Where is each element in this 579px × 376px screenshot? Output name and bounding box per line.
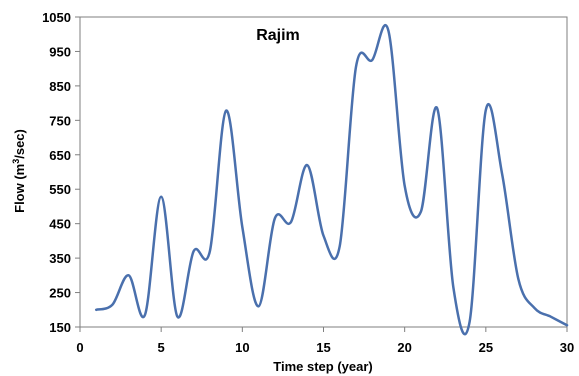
data-point: [160, 196, 162, 198]
data-point: [468, 321, 470, 323]
data-point: [144, 314, 146, 316]
x-tick-label: 0: [76, 340, 83, 355]
x-axis-ticks: 0 5 10 15 20 25 30: [76, 327, 574, 355]
data-point: [533, 307, 535, 309]
series-layer: [94, 24, 569, 336]
data-point: [339, 245, 341, 247]
x-tick-label: 20: [397, 340, 411, 355]
y-tick-label: 250: [49, 286, 71, 301]
x-axis-title: Time step (year): [273, 359, 372, 374]
data-point: [371, 59, 373, 61]
y-tick-label: 750: [49, 113, 71, 128]
y-tick-label: 550: [49, 182, 71, 197]
data-point: [387, 30, 389, 32]
data-point: [257, 305, 259, 307]
x-tick-label: 25: [479, 340, 493, 355]
data-point: [501, 173, 503, 175]
x-tick-label: 5: [158, 340, 165, 355]
data-point: [225, 109, 227, 111]
data-point: [95, 309, 97, 311]
data-point: [517, 278, 519, 280]
x-tick-label: 15: [316, 340, 330, 355]
data-point: [274, 217, 276, 219]
y-tick-label: 1050: [42, 10, 71, 25]
x-tick-label: 10: [235, 340, 249, 355]
y-tick-label: 650: [49, 148, 71, 163]
x-tick-label: 30: [560, 340, 574, 355]
y-tick-label: 950: [49, 44, 71, 59]
data-point: [176, 315, 178, 317]
data-point: [111, 303, 113, 305]
y-axis-ticks: 150 250 350 450 550 650 750 850 950 1050: [42, 10, 80, 335]
y-axis-title-superscript: 3: [11, 159, 21, 164]
data-point: [128, 274, 130, 276]
y-axis-title-end: /sec): [12, 129, 27, 159]
y-axis-title: Flow (m3/sec): [11, 129, 27, 213]
data-point: [566, 324, 568, 326]
y-tick-label: 850: [49, 79, 71, 94]
data-point: [403, 185, 405, 187]
data-point: [436, 107, 438, 109]
chart-title: Rajim: [256, 27, 300, 44]
data-point: [192, 250, 194, 252]
data-point: [550, 315, 552, 317]
y-tick-label: 150: [49, 320, 71, 335]
y-tick-label: 350: [49, 251, 71, 266]
data-point: [420, 210, 422, 212]
data-point: [209, 250, 211, 252]
data-point: [355, 66, 357, 68]
y-tick-label: 450: [49, 217, 71, 232]
data-point: [306, 164, 308, 166]
y-axis-title-main: Flow (m: [12, 164, 27, 213]
data-point: [452, 286, 454, 288]
series-line: [94, 24, 569, 336]
data-point: [241, 226, 243, 228]
data-point: [485, 109, 487, 111]
data-point: [290, 221, 292, 223]
data-point: [322, 235, 324, 237]
